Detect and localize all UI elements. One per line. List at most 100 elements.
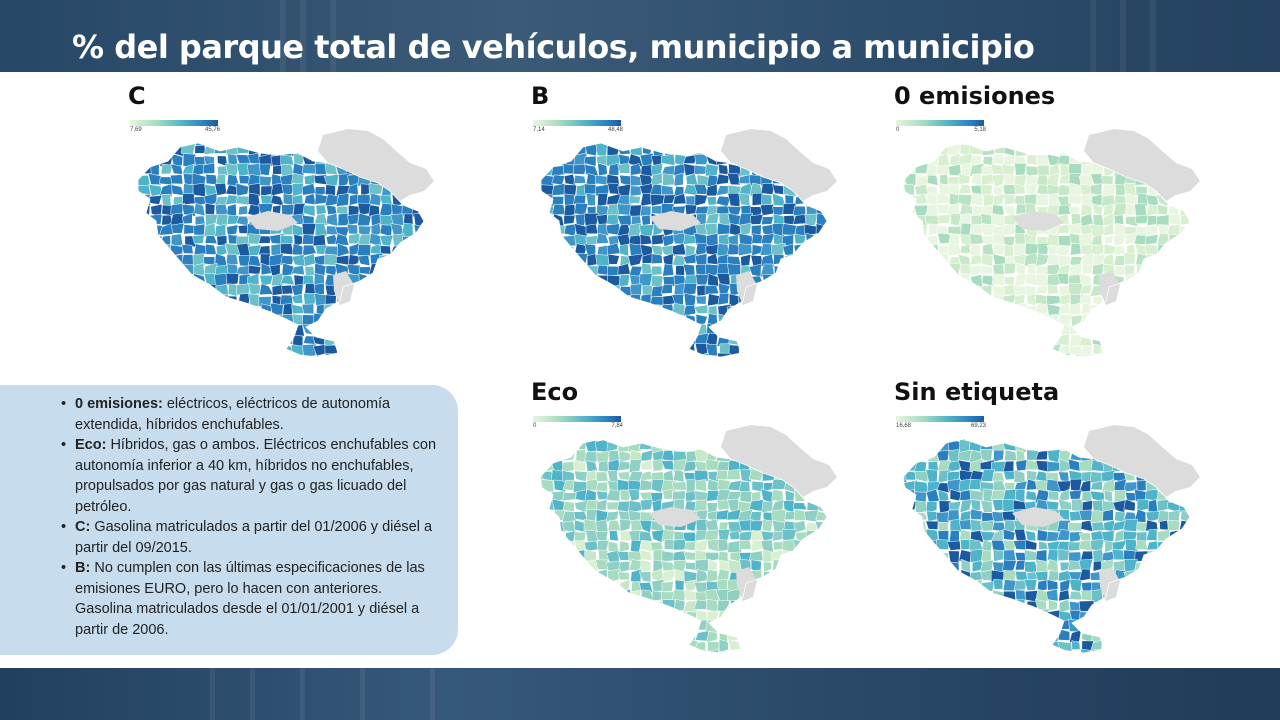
municipality: [192, 182, 206, 198]
municipality: [596, 342, 609, 355]
municipality: [793, 590, 808, 602]
municipality: [1014, 323, 1028, 338]
municipality: [1181, 629, 1190, 644]
municipality: [1115, 183, 1128, 197]
municipality: [960, 343, 973, 357]
municipality: [1189, 499, 1190, 511]
municipality: [1188, 343, 1190, 357]
municipality: [281, 324, 296, 336]
municipality: [1200, 431, 1209, 441]
municipality: [927, 125, 939, 134]
municipality: [435, 143, 443, 156]
municipality: [576, 282, 587, 297]
municipality: [313, 312, 327, 326]
municipality: [716, 619, 732, 632]
municipality: [671, 621, 687, 633]
municipality: [181, 244, 194, 254]
municipality: [781, 639, 795, 651]
municipality: [1191, 135, 1203, 147]
municipality: [1146, 252, 1160, 267]
municipality: [561, 571, 575, 584]
municipality: [829, 195, 841, 206]
municipality: [739, 539, 752, 550]
municipality: [1046, 439, 1060, 441]
municipality: [762, 571, 775, 583]
municipality: [839, 274, 846, 286]
municipality: [629, 439, 643, 442]
municipality: [595, 559, 609, 570]
municipality: [1166, 560, 1182, 572]
municipality: [715, 173, 730, 185]
municipality: [1002, 649, 1017, 653]
municipality: [414, 243, 424, 257]
municipality: [904, 143, 917, 147]
municipality: [272, 165, 283, 175]
municipality: [1035, 439, 1049, 441]
municipality: [661, 570, 677, 583]
definition-item: B: No cumplen con las últimas especifica…: [61, 558, 443, 640]
municipality: [1188, 293, 1190, 306]
municipality: [391, 126, 404, 137]
municipality: [585, 610, 599, 622]
municipality: [423, 296, 424, 308]
municipality: [596, 223, 610, 236]
municipality: [550, 243, 565, 257]
municipality: [904, 521, 918, 532]
municipality: [761, 631, 776, 641]
map-panel-eco: Eco 0 7,84: [531, 378, 861, 668]
municipality: [760, 589, 775, 602]
municipality: [1177, 283, 1190, 298]
municipality: [816, 439, 827, 453]
municipality: [393, 332, 406, 346]
municipality: [401, 144, 417, 155]
municipality: [716, 324, 729, 337]
municipality: [991, 344, 1006, 356]
municipality: [572, 313, 587, 326]
municipality: [434, 325, 443, 337]
municipality: [412, 304, 424, 317]
municipality: [924, 284, 939, 297]
municipality: [979, 629, 996, 643]
municipality: [258, 163, 272, 176]
municipality: [968, 144, 983, 155]
municipality: [391, 274, 405, 287]
municipality: [661, 580, 674, 592]
municipality: [949, 488, 963, 502]
no-data-region: [1084, 425, 1200, 497]
municipality: [904, 294, 919, 306]
municipality: [260, 143, 272, 147]
municipality: [1178, 235, 1190, 247]
municipality: [759, 204, 774, 216]
municipality: [138, 185, 152, 195]
municipality: [291, 254, 306, 267]
municipality: [1012, 539, 1028, 551]
no-data-region: [721, 425, 837, 497]
municipality: [553, 610, 566, 623]
municipality: [562, 273, 577, 287]
municipality: [968, 620, 985, 631]
municipality: [279, 234, 294, 245]
municipality: [948, 501, 962, 511]
municipality: [541, 353, 553, 357]
municipality: [617, 439, 630, 443]
municipality: [541, 143, 543, 146]
municipality: [905, 568, 918, 584]
municipality: [194, 324, 208, 338]
municipality: [1188, 243, 1190, 258]
municipality: [315, 244, 328, 255]
municipality: [1180, 441, 1190, 454]
municipality: [607, 599, 621, 613]
municipality: [1156, 274, 1172, 287]
municipality: [608, 458, 621, 472]
municipality: [401, 283, 415, 297]
municipality: [1203, 501, 1209, 512]
municipality: [936, 629, 951, 641]
municipality: [650, 265, 663, 276]
municipality: [564, 204, 576, 217]
municipality: [1048, 599, 1058, 612]
municipality: [1168, 213, 1182, 226]
municipality: [1068, 629, 1082, 643]
municipality: [573, 163, 588, 175]
municipality: [1058, 125, 1069, 137]
municipality: [204, 235, 218, 244]
